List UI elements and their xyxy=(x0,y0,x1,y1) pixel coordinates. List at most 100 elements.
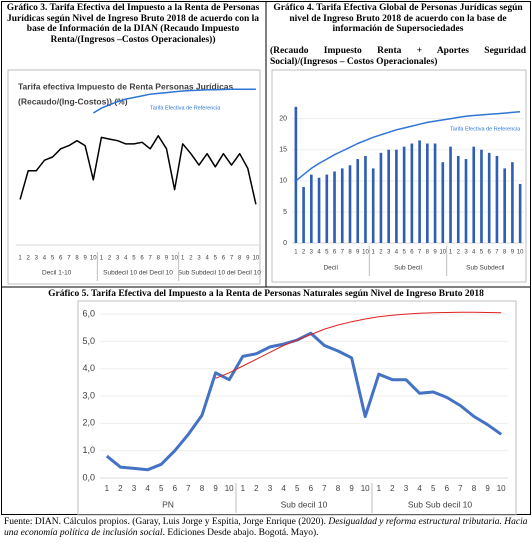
x-tick-label: 4 xyxy=(395,250,399,256)
x-tick-label: 8 xyxy=(336,484,341,493)
x-tick-label: 3 xyxy=(197,256,201,262)
x-tick-label: 5 xyxy=(402,250,406,256)
y-tick-label: 10 xyxy=(279,178,287,185)
bar xyxy=(364,155,367,243)
bar xyxy=(464,159,468,243)
x-tick-label: 3 xyxy=(310,250,314,256)
x-tick-label: 9 xyxy=(485,484,490,493)
x-tick-label: 9 xyxy=(213,484,218,493)
bar xyxy=(511,162,514,243)
chart-title: Gráfico 4. Tarifa Efectiva Global de Per… xyxy=(273,3,523,34)
x-tick-label: 6 xyxy=(309,484,314,493)
group-label: Subdecil 10 del Decil 10 xyxy=(103,270,173,277)
x-tick-label: 1 xyxy=(241,484,246,493)
bar xyxy=(379,152,383,243)
x-tick-label: 2 xyxy=(118,484,123,493)
bar xyxy=(310,174,313,243)
group-label: Sub decil 10 xyxy=(281,499,328,509)
x-tick-label: 6 xyxy=(488,250,492,256)
x-tick-label: 1 xyxy=(294,250,298,256)
bar xyxy=(456,155,460,243)
line xyxy=(105,331,503,472)
bar xyxy=(472,146,476,243)
group-label: Decil 1-10 xyxy=(42,270,72,277)
x-tick-label: 9 xyxy=(83,256,87,262)
x-tick-label: 9 xyxy=(349,484,354,493)
bar xyxy=(317,177,321,243)
y-tick-label: 5,0 xyxy=(82,336,95,346)
x-tick-label: 6 xyxy=(222,256,226,262)
x-tick-label: 8 xyxy=(238,256,242,262)
x-tick-label: 3 xyxy=(35,256,39,262)
x-tick-label: 7 xyxy=(458,484,463,493)
y-tick-label: 5 xyxy=(283,209,287,216)
x-tick-label: 10 xyxy=(225,484,234,493)
y-tick-label: 1,0 xyxy=(82,445,95,455)
bar xyxy=(503,168,506,243)
bar xyxy=(294,106,298,243)
x-tick-label: 8 xyxy=(348,250,352,256)
x-tick-label: 10 xyxy=(517,250,524,256)
x-tick-label: 9 xyxy=(165,256,169,262)
x-tick-label: 1 xyxy=(181,256,185,262)
x-tick-label: 1 xyxy=(449,250,453,256)
x-tick-label: 4 xyxy=(281,484,286,493)
bar xyxy=(356,159,360,243)
bar xyxy=(449,146,452,243)
bar xyxy=(325,174,329,243)
y-tick-label: 20 xyxy=(279,115,287,122)
y-tick-label: 0 xyxy=(283,240,287,247)
y-tick-label: 4,0 xyxy=(82,363,95,373)
x-tick-label: 10 xyxy=(90,256,97,262)
x-tick-label: 2 xyxy=(302,250,306,256)
x-tick-label: 10 xyxy=(362,250,369,256)
y-tick-label: 3,0 xyxy=(82,390,95,400)
source-title: Desigualdad y reforma estructural tribut… xyxy=(4,517,528,538)
x-tick-label: 2 xyxy=(189,256,193,262)
x-tick-label: 3 xyxy=(464,250,468,256)
x-tick-label: 5 xyxy=(431,484,436,493)
line xyxy=(19,135,257,205)
x-tick-label: 7 xyxy=(341,250,345,256)
source: Fuente: DIAN. Cálculos propios. (Garay, … xyxy=(4,517,528,539)
x-tick-label: 2 xyxy=(379,250,383,256)
x-tick-label: 9 xyxy=(511,250,515,256)
plot-title: Tarifa efectiva Impuesto de Renta Person… xyxy=(18,81,234,91)
group-label: Sub Sub decil 10 xyxy=(408,499,473,509)
x-tick-label: 5 xyxy=(214,256,218,262)
bar xyxy=(340,168,344,243)
x-tick-label: 10 xyxy=(171,256,178,262)
x-tick-label: 6 xyxy=(59,256,63,262)
x-tick-label: 6 xyxy=(140,256,144,262)
chart-title: Gráfico 5. Tarifa Efectiva del Impuesto … xyxy=(48,289,484,299)
x-tick-label: 5 xyxy=(159,484,164,493)
x-tick-label: 8 xyxy=(426,250,430,256)
x-tick-label: 9 xyxy=(433,250,437,256)
source-text: Fuente: DIAN. Cálculos propios. (Garay, … xyxy=(4,517,329,527)
x-tick-label: 3 xyxy=(132,484,137,493)
bar xyxy=(487,152,491,243)
x-tick-label: 7 xyxy=(322,484,327,493)
x-tick-label: 8 xyxy=(503,250,507,256)
x-tick-label: 4 xyxy=(145,484,150,493)
x-tick-label: 3 xyxy=(116,256,120,262)
line xyxy=(295,111,521,182)
group-label: PN xyxy=(162,499,174,509)
bar xyxy=(302,187,305,243)
bar xyxy=(418,140,421,243)
x-tick-label: 2 xyxy=(390,484,395,493)
bar xyxy=(441,162,445,243)
x-tick-label: 4 xyxy=(417,484,422,493)
x-tick-label: 10 xyxy=(497,484,506,493)
bar xyxy=(333,171,336,243)
x-tick-label: 7 xyxy=(418,250,422,256)
plot-frame xyxy=(271,69,527,283)
plot-frame xyxy=(77,300,517,516)
x-tick-label: 6 xyxy=(173,484,178,493)
bar xyxy=(395,149,398,243)
y-tick-label: 6,0 xyxy=(82,308,95,318)
x-tick-label: 5 xyxy=(295,484,300,493)
x-tick-label: 10 xyxy=(361,484,370,493)
x-tick-label: 8 xyxy=(472,484,477,493)
